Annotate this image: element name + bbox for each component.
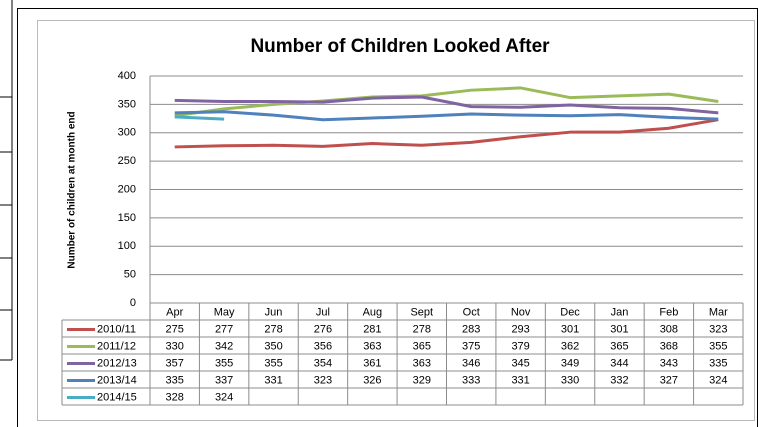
table-value: 326: [363, 374, 381, 386]
x-tick-label: Nov: [511, 306, 531, 318]
x-tick-label: Aug: [363, 306, 383, 318]
table-value: 281: [363, 323, 381, 335]
table-value: 278: [413, 323, 431, 335]
table-value: 375: [462, 340, 480, 352]
series-line: [174, 95, 719, 115]
table-value: 350: [264, 340, 282, 352]
table-value: 337: [215, 374, 233, 386]
table-value: 328: [166, 391, 184, 403]
table-value: 283: [462, 323, 480, 335]
table-value: 335: [709, 357, 727, 369]
table-value: 356: [314, 340, 332, 352]
table-value: 363: [413, 357, 431, 369]
y-tick-label: 250: [118, 155, 136, 167]
table-value: 345: [511, 357, 529, 369]
chart-title: Number of Children Looked After: [250, 36, 550, 57]
table-value: 335: [166, 374, 184, 386]
y-tick-label: 200: [118, 183, 136, 195]
table-value: 343: [660, 357, 678, 369]
table-value: 346: [462, 357, 480, 369]
table-value: 354: [314, 357, 332, 369]
table-value: 344: [610, 357, 628, 369]
table-value: 293: [511, 323, 529, 335]
table-value: 324: [215, 391, 233, 403]
y-tick-label: 100: [118, 240, 136, 252]
legend-label: 2010/11: [97, 323, 136, 335]
table-value: 323: [314, 374, 332, 386]
table-value: 327: [660, 374, 678, 386]
chart-frame: [37, 20, 755, 421]
x-tick-label: Feb: [659, 306, 678, 318]
table-value: 301: [610, 323, 628, 335]
table-value: 342: [215, 340, 233, 352]
table-value: 308: [660, 323, 678, 335]
table-value: 324: [709, 374, 727, 386]
table-value: 379: [511, 340, 529, 352]
x-tick-label: Dec: [560, 306, 580, 318]
y-axis-label: Number of children at month end: [67, 111, 78, 268]
x-tick-label: Jun: [265, 306, 283, 318]
table-value: 332: [610, 374, 628, 386]
table-value: 330: [561, 374, 579, 386]
left-fragment: [0, 0, 13, 361]
legend-label: 2011/12: [97, 340, 136, 352]
table-value: 355: [709, 340, 727, 352]
x-tick-label: Apr: [166, 306, 183, 318]
table-value: 365: [413, 340, 431, 352]
table-value: 277: [215, 323, 233, 335]
table-value: 355: [264, 357, 282, 369]
table-value: 362: [561, 340, 579, 352]
table-value: 331: [264, 374, 282, 386]
series-line: [174, 115, 225, 121]
table-value: 278: [264, 323, 282, 335]
table-value: 323: [709, 323, 727, 335]
table-value: 275: [166, 323, 184, 335]
y-tick-label: 300: [118, 127, 136, 139]
table-value: 333: [462, 374, 480, 386]
x-tick-label: May: [214, 306, 235, 318]
legend-label: 2013/14: [97, 374, 137, 386]
table-value: 349: [561, 357, 579, 369]
y-tick-label: 150: [118, 212, 136, 224]
y-tick-label: 50: [124, 269, 136, 281]
legend-label: 2012/13: [97, 357, 137, 369]
y-tick-label: 0: [130, 297, 136, 309]
x-tick-label: Sept: [410, 306, 433, 318]
table-value: 276: [314, 323, 332, 335]
y-tick-label: 400: [118, 70, 136, 82]
table-value: 329: [413, 374, 431, 386]
x-tick-label: Mar: [709, 306, 728, 318]
table-value: 363: [363, 340, 381, 352]
x-tick-label: Oct: [463, 306, 480, 318]
series-line: [174, 110, 719, 122]
table-value: 331: [511, 374, 529, 386]
series-line: [174, 118, 719, 149]
table-value: 365: [610, 340, 628, 352]
y-tick-label: 350: [118, 98, 136, 110]
table-value: 357: [166, 357, 184, 369]
x-tick-label: Jul: [316, 306, 330, 318]
table-value: 361: [363, 357, 381, 369]
series-line: [174, 86, 719, 118]
x-tick-label: Jan: [611, 306, 629, 318]
table-value: 301: [561, 323, 579, 335]
table-value: 368: [660, 340, 678, 352]
table-value: 330: [166, 340, 184, 352]
table-value: 355: [215, 357, 233, 369]
legend-label: 2014/15: [97, 391, 137, 403]
